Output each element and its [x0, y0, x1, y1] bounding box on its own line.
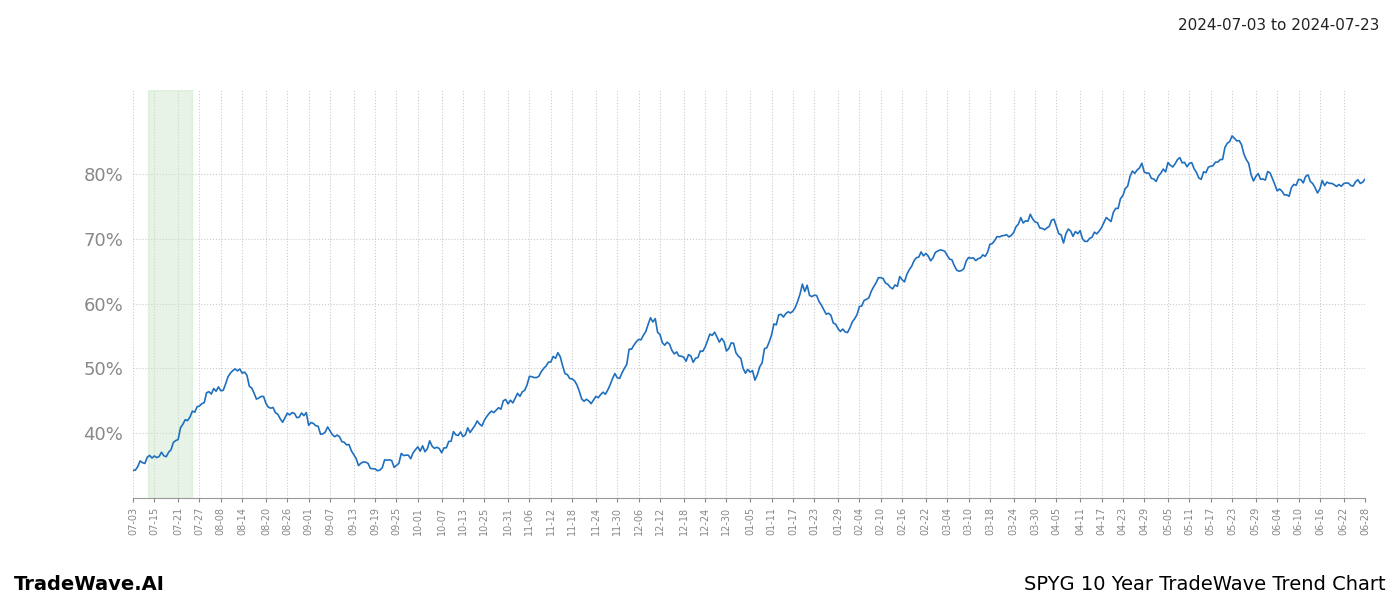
Text: SPYG 10 Year TradeWave Trend Chart: SPYG 10 Year TradeWave Trend Chart: [1025, 575, 1386, 594]
Text: 2024-07-03 to 2024-07-23: 2024-07-03 to 2024-07-23: [1177, 18, 1379, 33]
Text: TradeWave.AI: TradeWave.AI: [14, 575, 165, 594]
Bar: [148, 90, 192, 498]
